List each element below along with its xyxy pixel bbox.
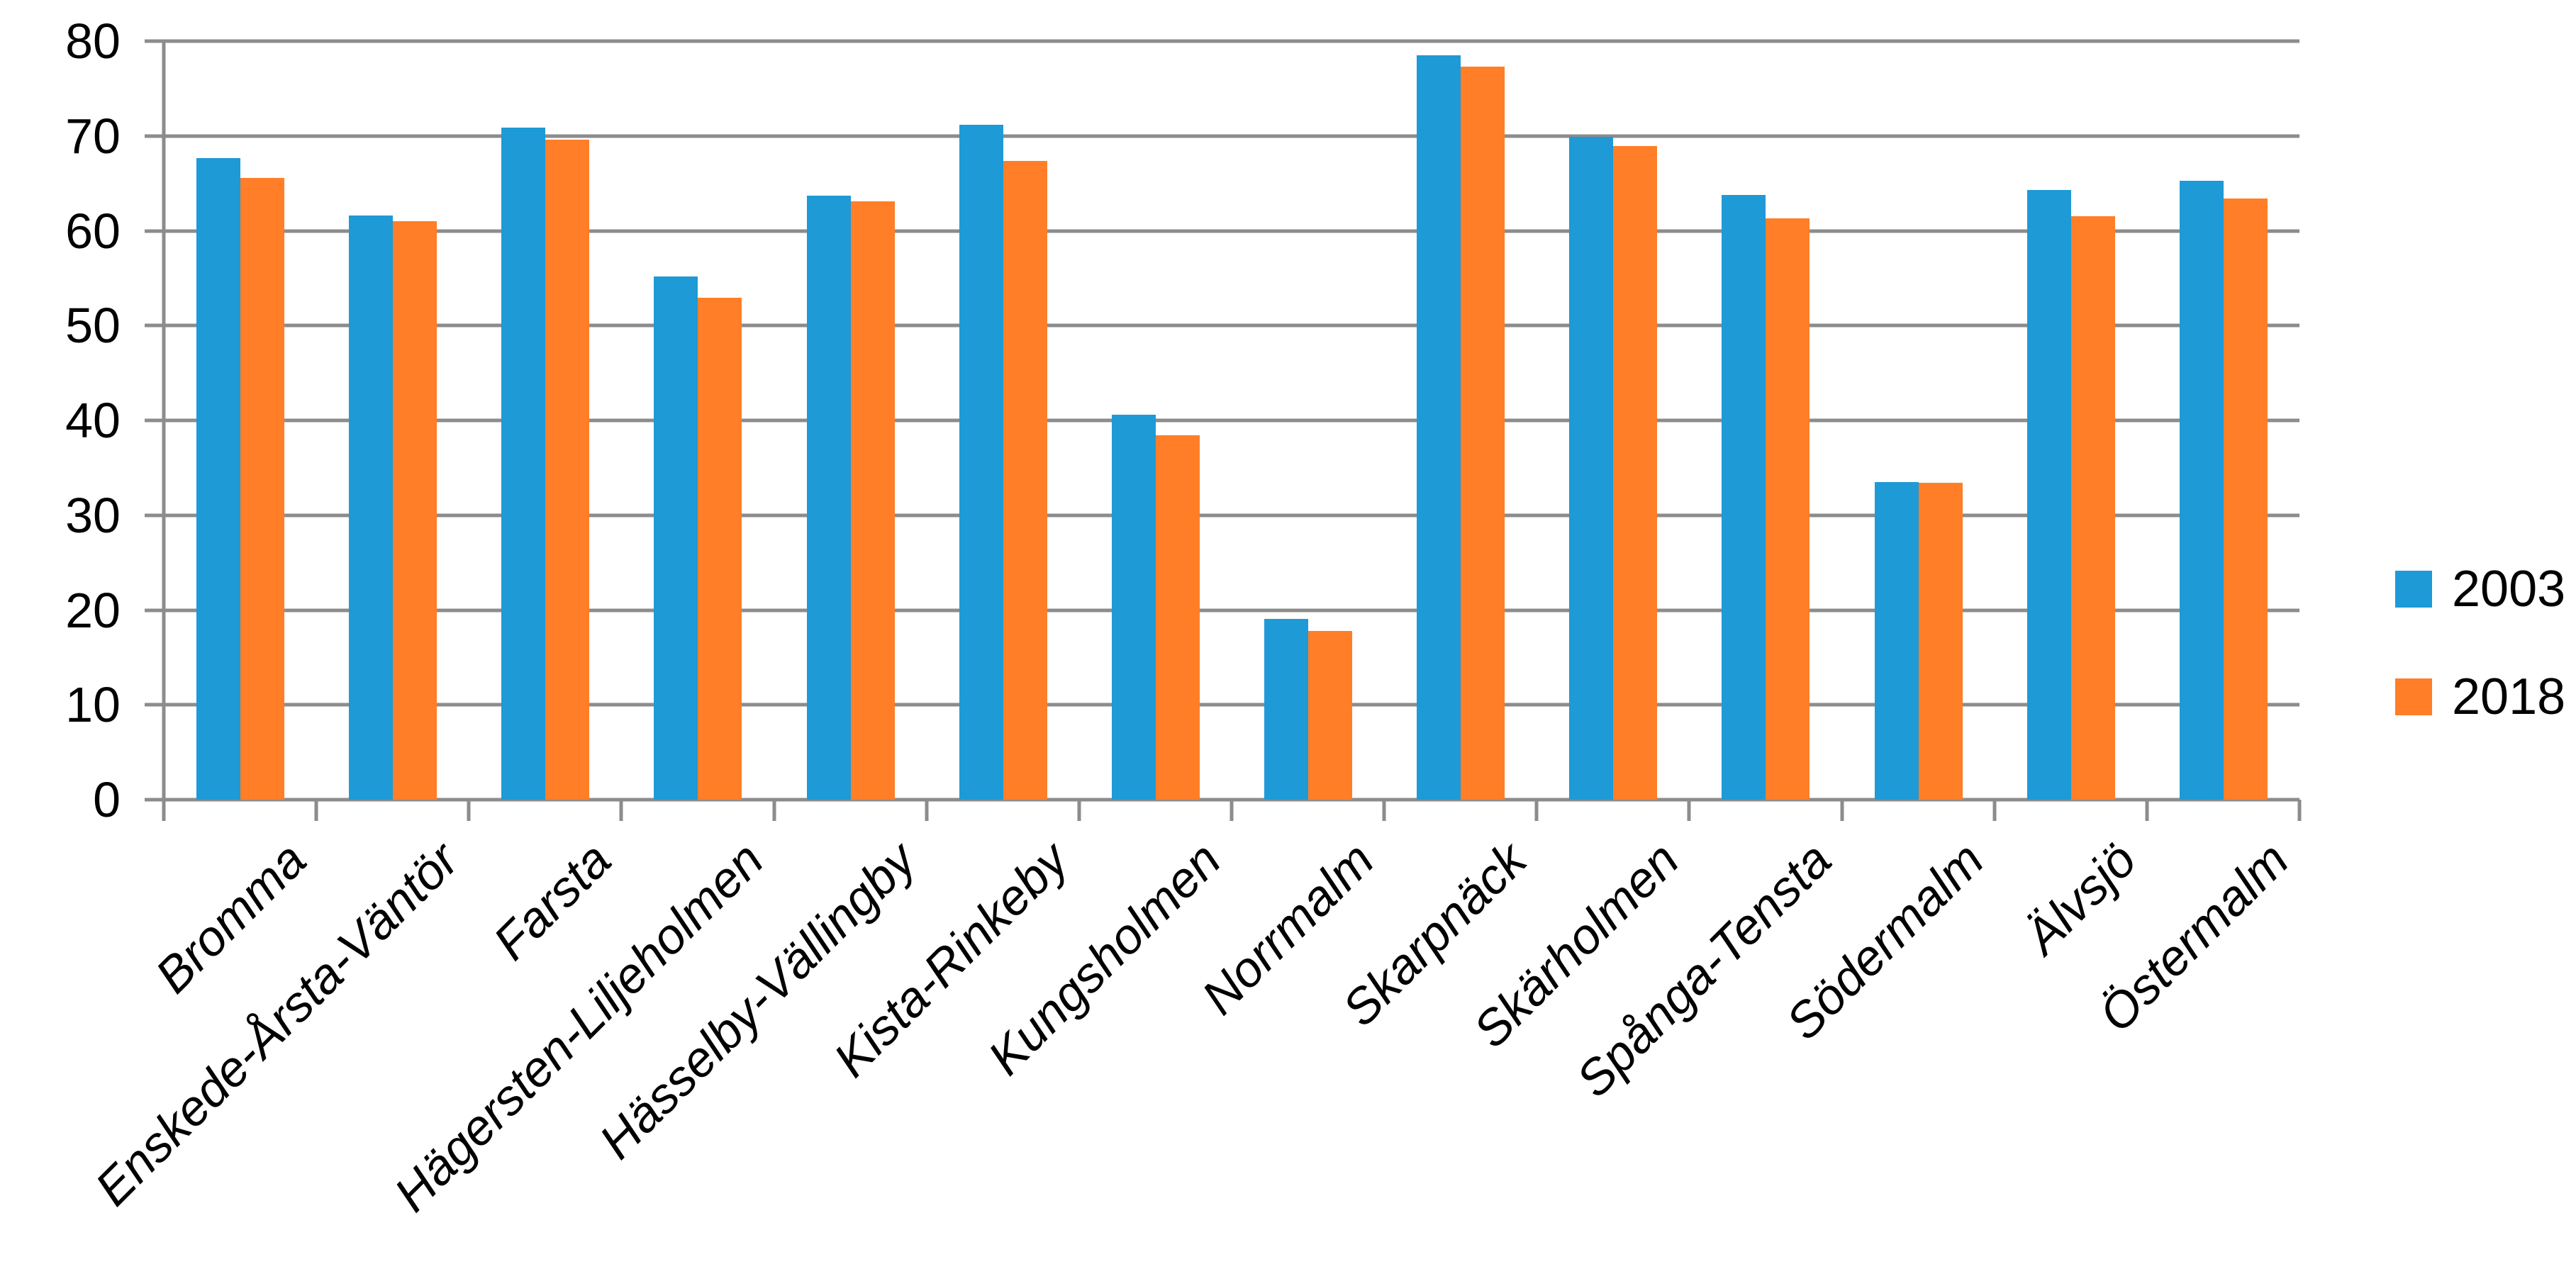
x-axis-tick: [619, 800, 623, 821]
gridline-40: [145, 418, 2299, 423]
gridline-10: [145, 703, 2299, 707]
bar-2018-Hägersten-Liljeholmen[interactable]: [698, 298, 742, 800]
bar-2018-Östermalm[interactable]: [2223, 199, 2268, 800]
bar-2018-Bromma[interactable]: [240, 177, 284, 800]
bar-2018-Kungsholmen[interactable]: [1155, 435, 1200, 800]
bar-2003-Älvsjö[interactable]: [2026, 189, 2071, 800]
y-axis-tick-label: 20: [65, 582, 121, 638]
x-axis-tick: [2145, 800, 2149, 821]
gridline-0: [145, 798, 2299, 802]
gridline-20: [145, 608, 2299, 612]
bar-2018-Enskede-Årsta-Väntör[interactable]: [393, 221, 437, 800]
x-axis-tick: [162, 800, 166, 821]
bar-2018-Skarpnäck[interactable]: [1461, 67, 1505, 800]
x-axis-tick: [1077, 800, 1081, 821]
bar-2003-Östermalm[interactable]: [2179, 180, 2224, 800]
legend-label-2003: 2003: [2452, 561, 2566, 617]
x-axis-tick: [1840, 800, 1844, 821]
bar-2018-Farsta[interactable]: [545, 140, 590, 800]
gridline-30: [145, 513, 2299, 518]
bar-2018-Kista-Rinkeby[interactable]: [1003, 160, 1047, 800]
y-axis-tick-label: 60: [65, 203, 121, 259]
x-axis-tick: [1534, 800, 1539, 821]
bar-2018-Älvsjö[interactable]: [2070, 216, 2115, 800]
bar-2003-Skarpnäck[interactable]: [1417, 55, 1461, 800]
gridline-50: [145, 323, 2299, 328]
legend: 2003 2018: [2395, 564, 2565, 779]
x-axis-tick: [314, 800, 318, 821]
bar-2018-Norrmalm[interactable]: [1308, 630, 1352, 800]
y-axis-tick-label: 70: [65, 108, 121, 164]
legend-entry-2003: 2003: [2395, 564, 2565, 615]
bar-2003-Södermalm[interactable]: [1874, 481, 1919, 800]
y-axis-tick-label: 40: [65, 393, 121, 448]
bar-2003-Skärholmen[interactable]: [1569, 137, 1614, 800]
bar-2003-Kista-Rinkeby[interactable]: [959, 124, 1003, 800]
y-axis-tick-label: 50: [65, 298, 121, 354]
bar-2003-Hägersten-Liljeholmen[interactable]: [654, 276, 698, 800]
bar-2003-Bromma[interactable]: [196, 157, 240, 800]
bar-2003-Norrmalm[interactable]: [1264, 618, 1308, 800]
legend-swatch-2018: [2395, 678, 2432, 715]
y-axis-tick-label: 0: [93, 772, 121, 827]
bar-2003-Farsta[interactable]: [501, 127, 546, 800]
x-axis-tick: [467, 800, 471, 821]
gridline-80: [145, 39, 2299, 43]
x-axis-tick: [925, 800, 929, 821]
x-axis-tick: [2297, 800, 2302, 821]
x-axis-tick: [1382, 800, 1386, 821]
bar-2018-Skärholmen[interactable]: [1613, 146, 1658, 800]
legend-label-2018: 2018: [2452, 669, 2566, 725]
x-axis-tick: [1687, 800, 1691, 821]
legend-entry-2018: 2018: [2395, 671, 2565, 722]
y-axis-tick-label: 80: [65, 13, 121, 69]
x-axis-tick: [1992, 800, 1997, 821]
x-axis-tick: [772, 800, 776, 821]
gridline-70: [145, 134, 2299, 138]
bar-2003-Kungsholmen[interactable]: [1111, 414, 1156, 800]
bar-2003-Hässelby-Vällingby[interactable]: [806, 196, 851, 800]
y-axis-tick-label: 30: [65, 487, 121, 543]
bar-2018-Spånga-Tensta[interactable]: [1766, 218, 1810, 800]
legend-swatch-2003: [2395, 571, 2432, 608]
y-axis-line: [162, 41, 166, 821]
y-axis-tick-label: 10: [65, 677, 121, 733]
gridline-60: [145, 229, 2299, 233]
bar-2018-Hässelby-Vällingby[interactable]: [850, 201, 895, 800]
x-axis-tick: [1230, 800, 1234, 821]
bar-2003-Spånga-Tensta[interactable]: [1722, 194, 1766, 800]
bar-2003-Enskede-Årsta-Väntör[interactable]: [349, 216, 394, 800]
bar-2018-Södermalm[interactable]: [1918, 483, 1963, 800]
